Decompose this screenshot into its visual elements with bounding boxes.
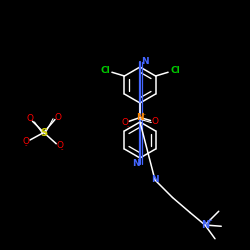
Text: N: N — [141, 57, 148, 66]
Text: Cl: Cl — [170, 66, 180, 75]
Text: O: O — [26, 114, 33, 123]
Text: N: N — [136, 113, 144, 122]
Text: +: + — [140, 112, 146, 116]
Text: O: O — [54, 113, 62, 122]
Text: O: O — [122, 118, 128, 127]
Text: O: O — [22, 137, 30, 146]
Text: -: - — [61, 146, 64, 152]
Text: O: O — [56, 141, 64, 150]
Text: N: N — [132, 159, 139, 168]
Text: N: N — [151, 176, 159, 184]
Text: Cl: Cl — [100, 66, 110, 75]
Text: -: - — [126, 124, 129, 130]
Text: S: S — [40, 128, 47, 138]
Text: N: N — [201, 220, 209, 230]
Text: +: + — [206, 218, 212, 224]
Text: O: O — [152, 117, 158, 126]
Text: -: - — [24, 142, 27, 148]
